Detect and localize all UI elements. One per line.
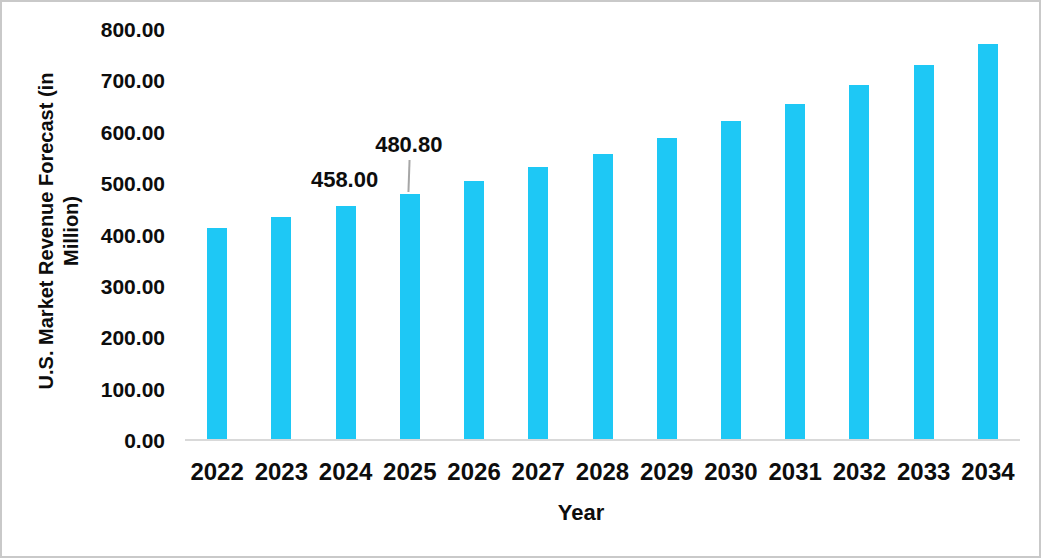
x-tick-label-2029: 2029	[640, 458, 693, 486]
bar-2030	[721, 121, 741, 441]
bar-2031	[785, 104, 805, 441]
y-tick-label: 200.00	[2, 326, 165, 350]
y-tick-label: 300.00	[2, 275, 165, 299]
x-axis-title: Year	[558, 500, 605, 526]
y-tick-label: 800.00	[2, 18, 165, 42]
y-tick-label: 600.00	[2, 121, 165, 145]
bar-2026	[464, 181, 484, 441]
bar-2033	[914, 65, 934, 441]
bar-2034	[978, 44, 998, 441]
x-tick-label-2032: 2032	[833, 458, 886, 486]
y-tick-label: 0.00	[2, 429, 165, 453]
data-label-2024: 458.00	[311, 169, 378, 191]
x-tick-label-2030: 2030	[704, 458, 757, 486]
x-tick-label-2024: 2024	[319, 458, 372, 486]
y-tick-label: 700.00	[2, 69, 165, 93]
x-tick-label-2022: 2022	[190, 458, 243, 486]
bar-2022	[207, 228, 227, 441]
x-tick-label-2025: 2025	[383, 458, 436, 486]
bar-2027	[528, 167, 548, 441]
bar-2029	[657, 138, 677, 441]
bar-2028	[593, 154, 613, 441]
x-tick-label-2033: 2033	[897, 458, 950, 486]
bar-2024	[336, 206, 356, 441]
data-label-leader-line	[407, 160, 410, 192]
x-tick-label-2031: 2031	[768, 458, 821, 486]
y-tick-label: 100.00	[2, 378, 165, 402]
x-tick-label-2026: 2026	[447, 458, 500, 486]
y-tick-label: 500.00	[2, 172, 165, 196]
x-tick-label-2034: 2034	[961, 458, 1014, 486]
x-axis-line	[185, 439, 1020, 441]
bar-2032	[849, 85, 869, 441]
data-label-2025: 480.80	[375, 134, 442, 156]
bar-2025	[400, 194, 420, 441]
x-tick-label-2027: 2027	[512, 458, 565, 486]
y-tick-label: 400.00	[2, 224, 165, 248]
chart-frame: U.S. Market Revenue Forecast (in Million…	[0, 0, 1041, 558]
x-tick-label-2028: 2028	[576, 458, 629, 486]
bar-2023	[271, 217, 291, 441]
x-tick-label-2023: 2023	[255, 458, 308, 486]
